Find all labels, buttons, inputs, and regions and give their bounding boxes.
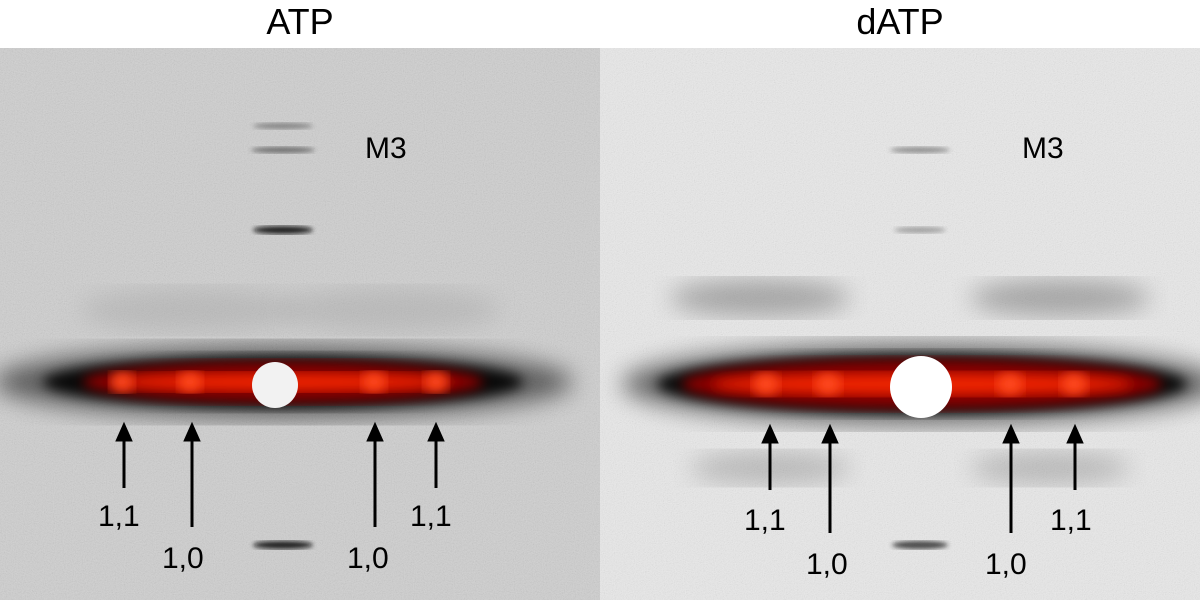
beamstop [890, 356, 952, 418]
arrow-label-1-1-left: 1,1 [744, 504, 786, 537]
beamstop [252, 362, 298, 408]
arrow-label-1-0-right: 1,0 [347, 542, 389, 575]
reflection-1-0-left [178, 372, 202, 392]
arrow-head [761, 423, 779, 444]
meridional-reflection-m3 [251, 147, 315, 153]
meridional-reflection-m3 [890, 147, 950, 153]
panel-title-atp: ATP [266, 1, 334, 42]
reflection-1-0-left [815, 373, 841, 395]
layer-line-halo [970, 452, 1130, 484]
arrow-label-1-1-left: 1,1 [98, 500, 140, 533]
arrows-datp [761, 423, 1084, 533]
reflection-1-1-left [110, 372, 134, 392]
arrows-atp [115, 421, 445, 527]
arrow-head [366, 421, 384, 442]
arrow-label-1-1-right: 1,1 [1050, 504, 1092, 537]
meridional-reflection [253, 541, 313, 549]
arrow-label-1-0-left: 1,0 [162, 542, 204, 575]
diffraction-image-atp [0, 48, 600, 600]
meridional-reflection [892, 541, 948, 549]
m3-label: M3 [365, 132, 407, 165]
meridional-reflection [253, 123, 313, 129]
m3-label: M3 [1022, 132, 1064, 165]
reflection-1-1-right [1061, 373, 1087, 395]
panel-title-datp: dATP [856, 1, 944, 42]
reflection-1-1-left [753, 373, 779, 395]
reflection-1-0-right [997, 373, 1023, 395]
layer-line-halo [670, 280, 850, 316]
arrow-head [821, 423, 839, 444]
diffraction-image-datp [600, 48, 1200, 600]
layer-line-halo [280, 288, 500, 332]
arrow-label-1-1-right: 1,1 [410, 500, 452, 533]
reflection-1-0-right [362, 372, 386, 392]
arrow-label-1-0-right: 1,0 [985, 548, 1027, 581]
layer-line-halo [970, 280, 1150, 316]
arrow-head [1002, 423, 1020, 444]
arrow-head [115, 421, 133, 442]
meridional-reflection [894, 227, 946, 233]
arrow-head [1066, 423, 1084, 444]
arrow-head [427, 421, 445, 442]
meridional-reflection [253, 226, 313, 234]
reflection-1-1-right [424, 372, 448, 392]
diffraction-pattern-datp: M3 1,1 1,0 1,0 1,1 [600, 48, 1200, 600]
diffraction-pattern-atp: M3 1,1 1,0 1,0 1,1 [0, 48, 600, 600]
arrow-label-1-0-left: 1,0 [806, 548, 848, 581]
layer-line-halo [80, 288, 300, 332]
arrow-head [183, 421, 201, 442]
